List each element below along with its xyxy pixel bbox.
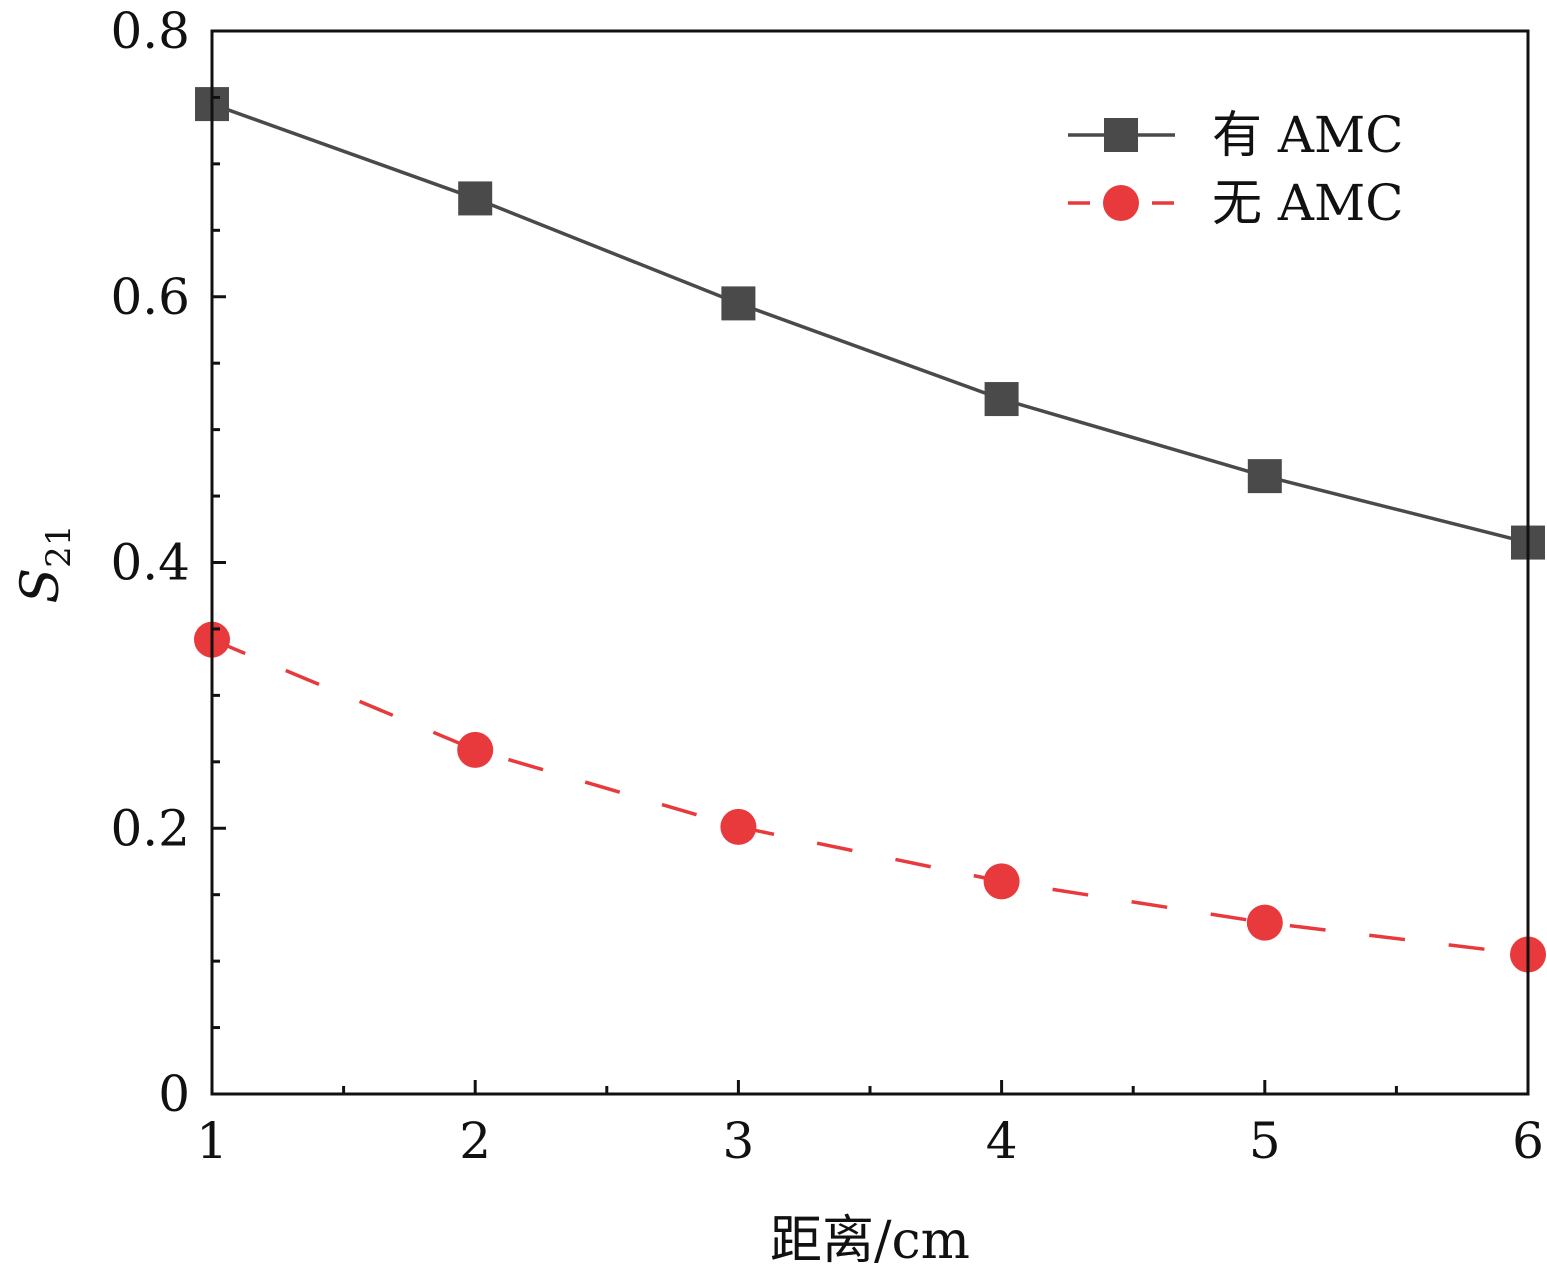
data-point-circle: [720, 808, 757, 845]
data-point-circle: [983, 863, 1020, 900]
y-tick-label: 0.8: [110, 2, 190, 60]
x-tick-label: 2: [459, 1112, 491, 1170]
x-tick-label: 4: [986, 1112, 1018, 1170]
data-point-square: [721, 286, 756, 321]
svg-text:S21: S21: [11, 525, 79, 604]
series-line: [211, 637, 1529, 957]
y-tick-label: 0.6: [110, 268, 190, 326]
y-axis-label-subscript: 21: [39, 525, 79, 568]
x-tick-label: 6: [1512, 1112, 1544, 1170]
data-point-circle: [1246, 904, 1283, 941]
legend-label: 有 AMC: [1212, 106, 1403, 164]
legend-marker-circle: [1103, 185, 1139, 221]
legend: 有 AMC 无 AMC: [1068, 106, 1403, 232]
x-tick-label: 1: [196, 1112, 228, 1170]
data-point-circle: [457, 731, 494, 768]
data-point-square: [1247, 459, 1282, 494]
legend-item-2: 无 AMC: [1068, 174, 1403, 232]
y-tick-label: 0.4: [110, 534, 190, 592]
y-tick-label: 0: [158, 1065, 190, 1123]
x-tick-label: 5: [1249, 1112, 1281, 1170]
series-layer: [194, 87, 1546, 973]
y-axis-label: S21: [11, 525, 79, 604]
y-axis-label-main: S: [11, 568, 71, 604]
legend-label: 无 AMC: [1212, 174, 1403, 232]
legend-item-1: 有 AMC: [1068, 106, 1403, 164]
x-tick-label: 3: [722, 1112, 754, 1170]
series-line: [211, 102, 1529, 545]
series-2: [194, 621, 1546, 973]
axes-layer: 1 2 3 4 5 6 0 0.2 0.4 0.6 0.8: [110, 2, 1543, 1170]
legend-marker-square: [1104, 118, 1138, 152]
data-point-square: [458, 181, 493, 216]
y-tick-label: 0.2: [110, 799, 190, 857]
x-axis-label: 距离/cm: [770, 1211, 970, 1271]
data-point-square: [984, 382, 1019, 417]
